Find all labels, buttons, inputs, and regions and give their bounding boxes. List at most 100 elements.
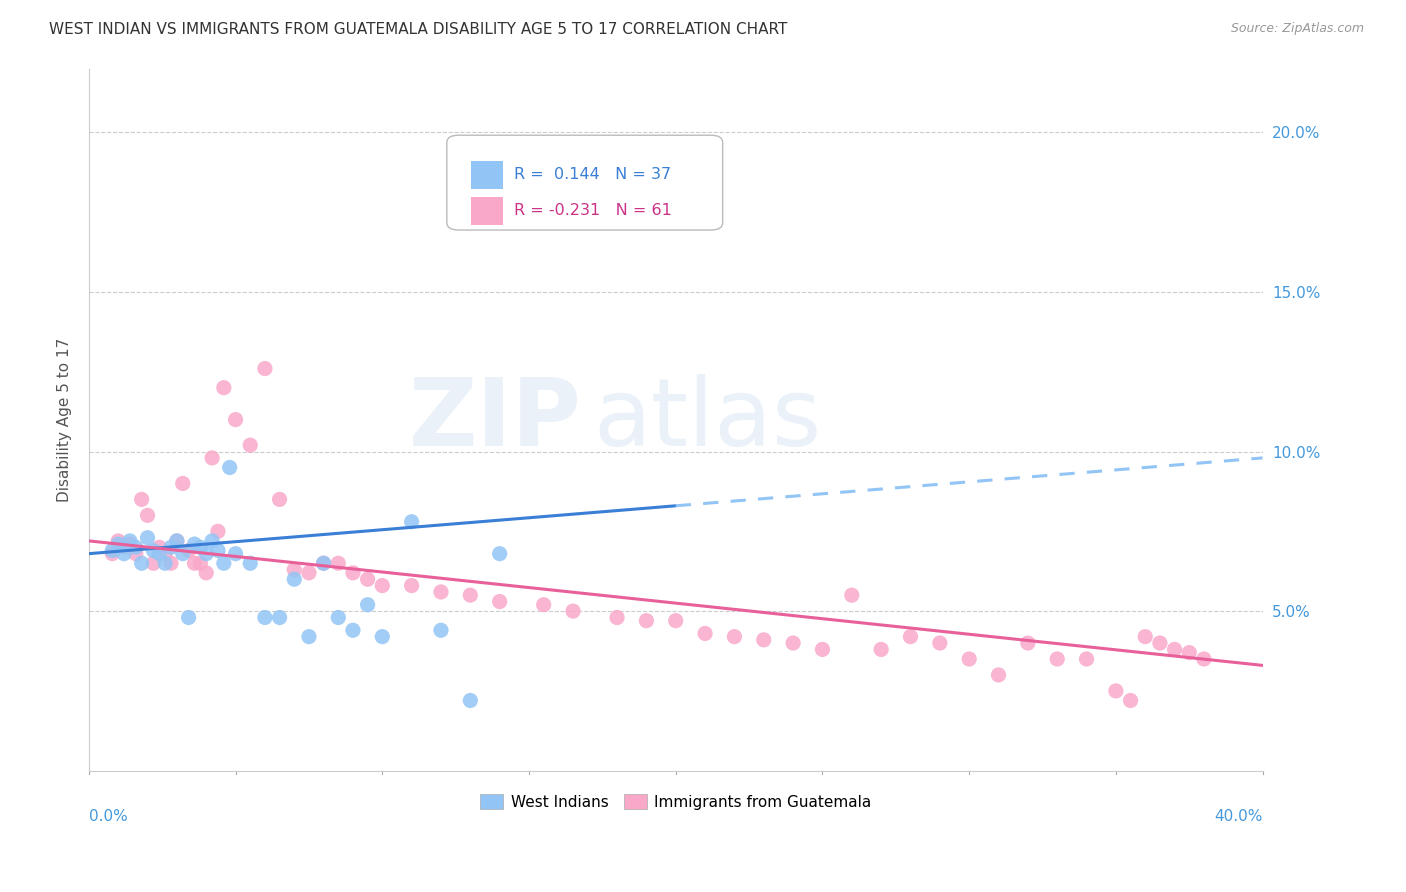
Text: R = -0.231   N = 61: R = -0.231 N = 61 [513,203,672,219]
Text: Source: ZipAtlas.com: Source: ZipAtlas.com [1230,22,1364,36]
Point [401,515,423,529]
Point [1178,646,1201,660]
Point [131,492,153,507]
Point [136,508,159,523]
Point [1076,652,1098,666]
Point [183,556,205,570]
Point [207,524,229,539]
Point [430,585,453,599]
Point [212,381,235,395]
Point [112,547,135,561]
Point [183,537,205,551]
Point [298,566,321,580]
Point [841,588,863,602]
Point [900,630,922,644]
Point [225,412,247,426]
Text: 40.0%: 40.0% [1215,809,1263,824]
FancyBboxPatch shape [471,197,503,225]
Y-axis label: Disability Age 5 to 17: Disability Age 5 to 17 [58,337,72,501]
Point [153,556,176,570]
Point [1149,636,1171,650]
Legend: West Indians, Immigrants from Guatemala: West Indians, Immigrants from Guatemala [474,788,877,815]
Point [460,588,482,602]
Point [118,537,141,551]
Point [239,556,262,570]
Point [488,547,510,561]
Point [101,543,124,558]
Point [371,578,394,592]
Point [188,541,211,555]
Point [283,572,305,586]
Point [172,547,194,561]
Point [430,624,453,638]
Point [177,610,200,624]
Text: atlas: atlas [593,374,823,466]
Point [328,610,350,624]
Text: R =  0.144   N = 37: R = 0.144 N = 37 [513,167,671,182]
Point [148,547,170,561]
Point [201,450,224,465]
Point [148,541,170,555]
Point [239,438,262,452]
Point [101,547,124,561]
Point [225,547,247,561]
Point [782,636,804,650]
Point [125,541,148,555]
Point [201,533,224,548]
Point [870,642,893,657]
Point [312,556,335,570]
Point [356,572,378,586]
Point [723,630,745,644]
Point [401,578,423,592]
FancyBboxPatch shape [471,161,503,188]
Text: ZIP: ZIP [409,374,582,466]
Point [253,610,276,624]
Point [107,533,129,548]
Point [107,537,129,551]
Point [693,626,716,640]
Point [160,541,183,555]
FancyBboxPatch shape [447,136,723,230]
Point [298,630,321,644]
Point [160,556,183,570]
Point [125,547,148,561]
Point [1046,652,1069,666]
Point [188,556,211,570]
Point [142,543,165,558]
Point [166,533,188,548]
Point [195,547,218,561]
Point [811,642,834,657]
Point [283,563,305,577]
Point [1105,684,1128,698]
Point [371,630,394,644]
Point [328,556,350,570]
Point [636,614,658,628]
Point [112,541,135,555]
Point [131,556,153,570]
Point [606,610,628,624]
Point [957,652,980,666]
Point [342,566,364,580]
Point [177,543,200,558]
Point [562,604,585,618]
Point [460,693,482,707]
Point [533,598,555,612]
Point [269,492,291,507]
Text: 0.0%: 0.0% [89,809,128,824]
Point [212,556,235,570]
Point [752,632,775,647]
Point [207,543,229,558]
Point [312,556,335,570]
Point [665,614,688,628]
Point [166,533,188,548]
Point [928,636,950,650]
Point [356,598,378,612]
Point [218,460,240,475]
Point [253,361,276,376]
Point [142,556,165,570]
Point [136,531,159,545]
Text: WEST INDIAN VS IMMIGRANTS FROM GUATEMALA DISABILITY AGE 5 TO 17 CORRELATION CHAR: WEST INDIAN VS IMMIGRANTS FROM GUATEMALA… [49,22,787,37]
Point [195,566,218,580]
Point [118,533,141,548]
Point [987,668,1010,682]
